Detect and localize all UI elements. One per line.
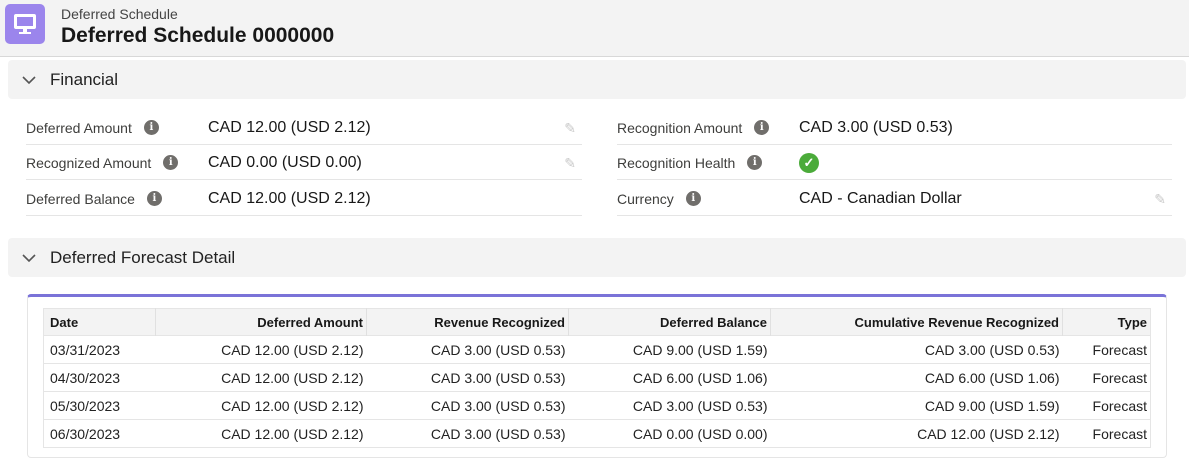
table-cell: 06/30/2023 — [43, 419, 156, 448]
table-cell: CAD 3.00 (USD 0.53) — [568, 391, 771, 420]
field-recognition-amount: Recognition Amount i CAD 3.00 (USD 0.53) — [617, 111, 1172, 145]
forecast-card: Date Deferred Amount Revenue Recognized Def… — [27, 294, 1167, 458]
section-financial-toggle[interactable]: Financial — [8, 60, 1186, 99]
field-recognized-amount: Recognized Amount i CAD 0.00 (USD 0.00) ✎ — [26, 146, 582, 180]
column-header[interactable]: Date — [43, 308, 156, 336]
field-label: Currency i — [617, 191, 799, 207]
table-cell: CAD 12.00 (USD 2.12) — [155, 419, 367, 448]
table-cell: CAD 9.00 (USD 1.59) — [770, 391, 1063, 420]
object-type: Deferred Schedule — [61, 6, 178, 22]
forecast-table: Date Deferred Amount Revenue Recognized Def… — [43, 308, 1151, 448]
table-cell: 04/30/2023 — [43, 363, 156, 392]
field-label-text: Recognition Health — [617, 154, 736, 171]
field-value: CAD 12.00 (USD 2.12) — [208, 118, 371, 136]
info-icon[interactable]: i — [163, 155, 179, 170]
table-cell: CAD 3.00 (USD 0.53) — [366, 391, 569, 420]
section-title: Financial — [50, 69, 119, 89]
field-value: CAD 12.00 (USD 2.12) — [208, 189, 371, 207]
info-icon[interactable]: i — [143, 120, 159, 135]
column-header[interactable]: Deferred Amount — [155, 308, 367, 336]
table-cell: Forecast — [1062, 363, 1151, 392]
field-deferred-amount: Deferred Amount i CAD 12.00 (USD 2.12) ✎ — [26, 111, 582, 145]
pencil-icon[interactable]: ✎ — [1154, 191, 1166, 207]
table-cell: CAD 6.00 (USD 1.06) — [568, 363, 771, 392]
field-label-text: Deferred Amount — [26, 119, 132, 136]
chevron-down-icon — [22, 253, 36, 262]
field-value: CAD - Canadian Dollar — [799, 189, 962, 207]
field-label: Deferred Balance i — [26, 191, 208, 207]
info-icon[interactable]: i — [685, 191, 701, 206]
pencil-icon[interactable]: ✎ — [564, 120, 576, 136]
check-icon: ✓ — [799, 152, 819, 173]
table-cell: CAD 12.00 (USD 2.12) — [770, 419, 1063, 448]
section-title: Deferred Forecast Detail — [50, 247, 236, 267]
table-cell: Forecast — [1062, 335, 1151, 364]
page-title: Deferred Schedule 0000000 — [61, 24, 335, 47]
field-label-text: Deferred Balance — [26, 190, 135, 207]
table-cell: CAD 3.00 (USD 0.53) — [366, 419, 569, 448]
section-forecast-toggle[interactable]: Deferred Forecast Detail — [8, 238, 1186, 277]
table-cell: CAD 12.00 (USD 2.12) — [155, 335, 367, 364]
field-label-text: Currency — [617, 190, 674, 207]
table-cell: CAD 0.00 (USD 0.00) — [568, 419, 771, 448]
monitor-icon — [5, 4, 45, 44]
field-deferred-balance: Deferred Balance i CAD 12.00 (USD 2.12) — [26, 182, 582, 216]
chevron-down-icon — [22, 75, 36, 84]
table-row: 06/30/2023 CAD 12.00 (USD 2.12) CAD 3.00 (… — [43, 419, 1151, 448]
table-cell: Forecast — [1062, 391, 1151, 420]
field-label: Recognition Health i — [617, 155, 799, 171]
column-header[interactable]: Revenue Recognized — [366, 308, 569, 336]
table-cell: CAD 12.00 (USD 2.12) — [155, 391, 367, 420]
pencil-icon[interactable]: ✎ — [564, 155, 576, 171]
table-cell: 05/30/2023 — [43, 391, 156, 420]
table-cell: 03/31/2023 — [43, 335, 156, 364]
field-value: CAD 3.00 (USD 0.53) — [799, 118, 953, 136]
field-label-text: Recognized Amount — [26, 154, 152, 171]
table-row: 04/30/2023 CAD 12.00 (USD 2.12) CAD 3.00 (… — [43, 363, 1151, 392]
table-cell: CAD 9.00 (USD 1.59) — [568, 335, 771, 364]
table-row: 03/31/2023 CAD 12.00 (USD 2.12) CAD 3.00 (… — [43, 335, 1151, 364]
column-header[interactable]: Deferred Balance — [568, 308, 771, 336]
column-header[interactable]: Cumulative Revenue Recognized — [770, 308, 1063, 336]
field-recognition-health: Recognition Health i ✓ — [617, 146, 1172, 180]
table-cell: CAD 3.00 (USD 0.53) — [366, 335, 569, 364]
table-cell: CAD 3.00 (USD 0.53) — [366, 363, 569, 392]
table-cell: CAD 6.00 (USD 1.06) — [770, 363, 1063, 392]
table-cell: Forecast — [1062, 419, 1151, 448]
field-value: CAD 0.00 (USD 0.00) — [208, 153, 362, 171]
field-currency: Currency i CAD - Canadian Dollar ✎ — [617, 182, 1172, 216]
table-cell: CAD 3.00 (USD 0.53) — [770, 335, 1063, 364]
info-icon[interactable]: i — [754, 120, 770, 135]
info-icon[interactable]: i — [747, 155, 763, 170]
field-label-text: Recognition Amount — [617, 119, 743, 136]
field-label: Deferred Amount i — [26, 120, 208, 136]
column-header[interactable]: Type — [1062, 308, 1151, 336]
info-icon[interactable]: i — [146, 191, 162, 206]
table-cell: CAD 12.00 (USD 2.12) — [155, 363, 367, 392]
table-row: 05/30/2023 CAD 12.00 (USD 2.12) CAD 3.00 (… — [43, 391, 1151, 420]
record-header: Deferred Schedule Deferred Schedule 0000… — [0, 0, 1189, 57]
field-label: Recognized Amount i — [26, 155, 208, 171]
field-label: Recognition Amount i — [617, 120, 799, 136]
